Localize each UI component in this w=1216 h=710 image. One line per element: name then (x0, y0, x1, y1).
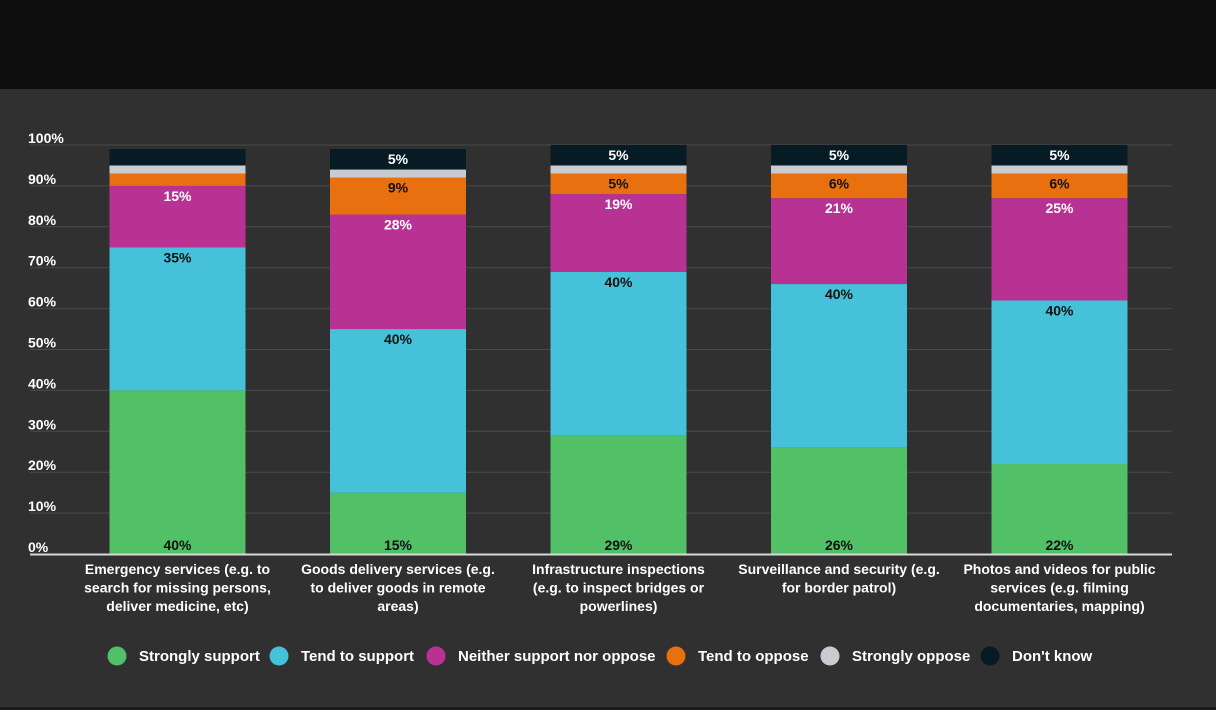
data-label: 9% (388, 180, 409, 196)
bar-segment (991, 464, 1128, 554)
legend-swatch (426, 646, 446, 666)
bar-segment (771, 447, 907, 554)
top-band (0, 0, 1216, 89)
y-tick-label: 100% (28, 130, 64, 146)
category-label: powerlines) (580, 598, 658, 614)
category-label: (e.g. to inspect bridges or (533, 580, 705, 596)
legend-label: Don't know (1012, 648, 1093, 665)
bar-segment (991, 145, 1128, 166)
bar-segment (330, 177, 466, 215)
bar-segment (330, 169, 466, 178)
y-tick-label: 10% (28, 498, 57, 514)
data-label: 40% (825, 286, 854, 302)
data-label: 15% (384, 537, 413, 553)
bar-segment (991, 198, 1128, 301)
legend-label: Strongly oppose (852, 648, 970, 665)
category-label: search for missing persons, (84, 580, 271, 596)
bar-segment (109, 165, 246, 174)
data-label: 40% (604, 274, 633, 290)
legend-swatch (666, 646, 686, 666)
legend-label: Strongly support (139, 648, 260, 665)
data-label: 19% (604, 196, 633, 212)
bar-segment (771, 198, 907, 285)
category-label: deliver medicine, etc) (106, 598, 248, 614)
data-label: 29% (604, 537, 633, 553)
legend-label: Neither support nor oppose (458, 648, 656, 665)
bar-segment (550, 165, 687, 174)
bar-segment (109, 185, 246, 248)
legend-label: Tend to support (301, 648, 414, 665)
bar-segment (109, 149, 246, 166)
bar-segment (771, 173, 907, 199)
y-tick-label: 20% (28, 457, 57, 473)
bar-segment (550, 194, 687, 272)
data-label: 5% (829, 147, 850, 163)
bar-segment (550, 145, 687, 166)
y-axis-ticks: 0% 10% 20% 30% 40% 50% 60% 70% 80% 90% 100% (28, 130, 64, 555)
data-label: 40% (163, 537, 192, 553)
bar-segment (991, 165, 1128, 174)
bar-segment (991, 300, 1128, 465)
panel-bottom-border (0, 707, 1216, 710)
legend-label: Tend to oppose (698, 648, 809, 665)
data-label: 6% (829, 176, 850, 192)
bar-segment (330, 214, 466, 330)
category-label: documentaries, mapping) (974, 598, 1144, 614)
data-label: 5% (1049, 147, 1070, 163)
bar-segment (109, 173, 246, 186)
bar-segment (550, 271, 687, 436)
legend-swatch (269, 646, 289, 666)
y-tick-label: 70% (28, 253, 57, 269)
y-tick-label: 30% (28, 416, 57, 432)
category-label: Emergency services (e.g. to (85, 561, 270, 577)
bar-segment (330, 329, 466, 493)
data-label: 21% (825, 200, 854, 216)
legend: Strongly support Tend to support Neither s… (107, 646, 1093, 666)
category-label: to deliver goods in remote (310, 580, 485, 596)
bar-segment (771, 145, 907, 166)
category-label: Goods delivery services (e.g. (301, 561, 495, 577)
legend-swatch (107, 646, 127, 666)
y-tick-label: 50% (28, 335, 57, 351)
bar-segment (771, 165, 907, 174)
y-tick-label: 0% (28, 539, 49, 555)
data-label: 6% (1049, 176, 1070, 192)
data-label: 40% (1045, 302, 1074, 318)
y-tick-label: 60% (28, 294, 57, 310)
data-label: 28% (384, 217, 413, 233)
bar-segment (771, 284, 907, 448)
category-label: for border patrol) (782, 580, 896, 596)
legend-swatch (980, 646, 1000, 666)
category-label: Surveillance and security (e.g. (738, 561, 940, 577)
bar-segment (330, 492, 466, 554)
bars (109, 145, 1128, 554)
bar-segment (109, 247, 246, 391)
data-label: 5% (608, 147, 629, 163)
data-label: 35% (163, 249, 192, 265)
bar-segment (330, 149, 466, 170)
bar-segment (109, 390, 246, 554)
category-label: areas) (377, 598, 418, 614)
data-label: 26% (825, 537, 854, 553)
y-tick-label: 40% (28, 375, 57, 391)
y-tick-label: 80% (28, 212, 57, 228)
legend-swatch (820, 646, 840, 666)
bar-segment (550, 173, 687, 195)
data-label: 5% (608, 176, 629, 192)
category-label: Photos and videos for public (963, 561, 1155, 577)
data-labels: 40% 35% 15% 15% 40% 28% 9% 5% 29% 40% 19% 5% 5% 26% 40… (163, 147, 1074, 553)
category-label: Infrastructure inspections (532, 561, 705, 577)
data-label: 22% (1045, 537, 1074, 553)
category-labels: Emergency services (e.g. to search for mi… (84, 561, 1156, 614)
data-label: 5% (388, 151, 409, 167)
bar-segment (550, 435, 687, 554)
data-label: 15% (163, 188, 192, 204)
data-label: 40% (384, 331, 413, 347)
y-tick-label: 90% (28, 171, 57, 187)
bar-segment (991, 173, 1128, 199)
data-label: 25% (1045, 200, 1074, 216)
category-label: services (e.g. filming (990, 580, 1129, 596)
